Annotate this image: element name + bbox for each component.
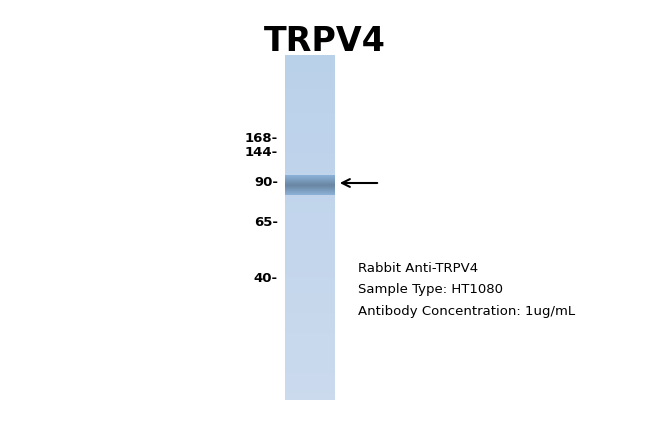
Text: 40-: 40- <box>254 271 278 285</box>
Text: Sample Type: HT1080: Sample Type: HT1080 <box>358 283 503 296</box>
Text: 90-: 90- <box>254 175 278 188</box>
Text: 144-: 144- <box>245 146 278 159</box>
Text: Antibody Concentration: 1ug/mL: Antibody Concentration: 1ug/mL <box>358 305 575 318</box>
Text: TRPV4: TRPV4 <box>264 25 386 58</box>
Text: 65-: 65- <box>254 216 278 229</box>
Text: Rabbit Anti-TRPV4: Rabbit Anti-TRPV4 <box>358 261 478 274</box>
Text: 168-: 168- <box>245 131 278 144</box>
